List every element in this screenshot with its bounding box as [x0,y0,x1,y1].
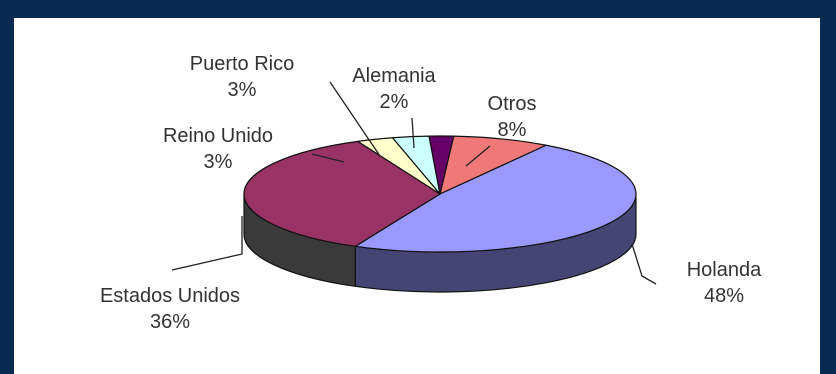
chart-panel: Otros 8% Holanda 48% Estados Unidos 36% Reino … [14,18,820,374]
slice-label-alemania: Alemania [352,65,436,87]
leader-line-otros [465,145,491,167]
slice-percent-otros: 8% [498,119,527,141]
pie-slice-holanda [354,144,637,253]
slice-percent-estados-unidos: 36% [150,311,190,333]
pie-slice-otros [439,135,547,195]
pie-chart: Otros 8% Holanda 48% Estados Unidos 36% Reino … [100,53,762,333]
slice-percent-reino-unido: 3% [204,151,233,173]
slice-label-holanda: Holanda [687,259,762,281]
leader-line-alemania [411,117,415,149]
leader-line-reino-unido [311,153,345,163]
slice-percent-puerto-rico: 3% [228,79,257,101]
leader-line-holanda [631,243,657,285]
slice-percent-holanda: 48% [704,285,744,307]
pie-slice-estados-unidos [243,140,441,247]
pie-labels: Otros 8% Holanda 48% Estados Unidos 36% Reino … [100,53,762,333]
leader-line-puerto-rico [329,81,381,157]
slice-percent-alemania: 2% [380,91,409,113]
pie-top-layer [243,135,637,253]
slice-label-puerto-rico: Puerto Rico [190,53,295,75]
slice-label-otros: Otros [488,93,537,115]
slice-label-reino-unido: Reino Unido [163,125,273,147]
leader-lines [171,81,657,285]
leader-line-estados-unidos [171,216,243,271]
pie-slice-alemania [428,135,455,195]
slice-label-estados-unidos: Estados Unidos [100,285,240,307]
